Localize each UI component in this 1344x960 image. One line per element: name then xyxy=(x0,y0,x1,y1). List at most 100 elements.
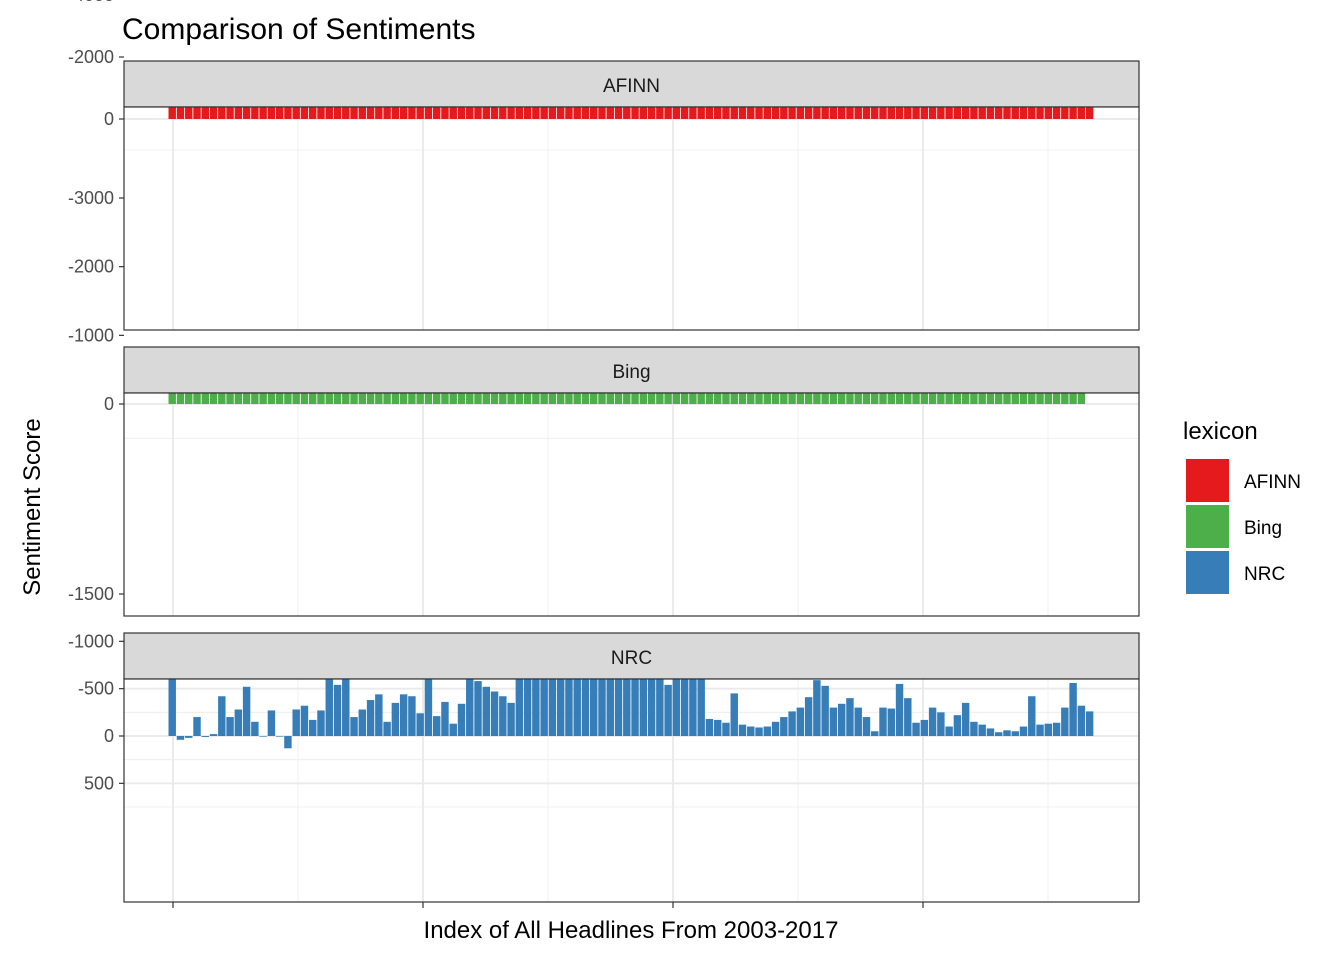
bar xyxy=(928,107,937,119)
bar xyxy=(507,393,515,404)
bar xyxy=(614,107,623,120)
bar xyxy=(879,707,887,736)
bar xyxy=(176,393,185,404)
bar xyxy=(201,393,209,404)
bar xyxy=(837,393,846,404)
bar xyxy=(259,107,267,119)
bar xyxy=(738,393,747,404)
bar xyxy=(375,107,383,119)
bar xyxy=(639,393,648,404)
bar xyxy=(672,107,681,119)
bar xyxy=(672,679,681,736)
bar xyxy=(292,393,300,404)
bar xyxy=(1061,393,1069,404)
facet-bing: Bing 0 -1000 -2000 -3000 xyxy=(68,188,1140,617)
facet-strip-label: NRC xyxy=(611,648,652,669)
bar xyxy=(796,707,805,736)
bar xyxy=(1069,682,1077,736)
bar xyxy=(333,393,342,404)
bar xyxy=(598,679,606,736)
bar xyxy=(432,107,441,119)
bar xyxy=(598,393,606,404)
facet-panels: AFINN0-2000-4000-6000Bing0-1000-2000-300… xyxy=(68,0,1140,903)
bar xyxy=(738,107,747,119)
bar xyxy=(490,393,499,404)
x-axis xyxy=(172,902,924,908)
bar xyxy=(168,107,176,119)
bar xyxy=(532,393,540,404)
bar xyxy=(672,393,681,404)
bar xyxy=(928,707,937,736)
bar xyxy=(565,393,573,404)
bar xyxy=(623,679,631,736)
bar xyxy=(697,107,705,120)
bar xyxy=(391,702,400,736)
bar xyxy=(730,107,738,120)
bar xyxy=(226,717,234,736)
bar xyxy=(366,700,375,736)
legend-key-nrc xyxy=(1186,551,1229,594)
bar xyxy=(755,727,763,736)
bar xyxy=(317,107,325,120)
bar xyxy=(358,107,367,119)
bar xyxy=(375,393,383,404)
bar xyxy=(804,697,813,736)
bar xyxy=(474,681,482,736)
bar xyxy=(821,107,829,119)
bar xyxy=(689,107,697,120)
bar xyxy=(647,679,656,736)
bar xyxy=(317,710,325,736)
bar xyxy=(937,393,945,404)
bar xyxy=(623,107,631,119)
bar xyxy=(457,393,466,404)
bar xyxy=(218,393,226,404)
bar xyxy=(970,393,978,404)
legend-label: Bing xyxy=(1244,518,1282,539)
bar xyxy=(854,707,862,736)
legend-label: AFINN xyxy=(1244,472,1301,493)
bar xyxy=(499,393,507,404)
bar xyxy=(705,107,714,120)
y-tick-label: -2000 xyxy=(68,47,114,67)
bar xyxy=(226,107,234,119)
bar xyxy=(275,393,284,404)
bar xyxy=(590,393,598,404)
bar xyxy=(523,393,532,404)
bar xyxy=(1085,711,1094,736)
bar xyxy=(573,679,581,736)
bar xyxy=(300,705,309,736)
bar xyxy=(829,707,838,736)
bar xyxy=(1085,107,1094,119)
bar xyxy=(631,107,639,119)
panel-background xyxy=(124,393,1139,616)
bar xyxy=(408,107,416,119)
bar xyxy=(780,107,788,119)
bar xyxy=(953,715,962,736)
bar xyxy=(986,107,995,119)
bar xyxy=(689,393,697,404)
bar xyxy=(366,393,375,404)
bar xyxy=(1061,107,1069,119)
bar xyxy=(185,107,193,120)
bar xyxy=(573,393,581,404)
bar xyxy=(763,107,772,119)
bar xyxy=(581,393,590,404)
bar xyxy=(978,724,986,736)
bar xyxy=(226,393,234,404)
bar xyxy=(259,736,267,737)
bar xyxy=(631,393,639,404)
bar xyxy=(920,719,929,736)
bar xyxy=(482,107,491,119)
bar xyxy=(383,107,391,119)
bar xyxy=(432,393,441,404)
bar xyxy=(862,717,871,736)
bar xyxy=(1011,107,1019,119)
bar xyxy=(871,731,879,736)
bar xyxy=(168,679,176,736)
bar xyxy=(309,719,317,736)
bar xyxy=(391,393,400,404)
bar xyxy=(1052,107,1061,120)
bar xyxy=(895,683,904,736)
bar xyxy=(639,107,648,119)
